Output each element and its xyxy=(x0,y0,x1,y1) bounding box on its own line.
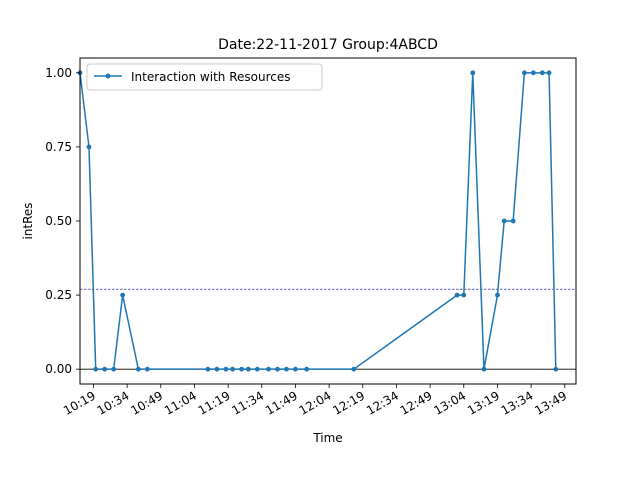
data-point xyxy=(223,366,229,372)
data-point xyxy=(521,70,527,76)
y-axis-label: intRes xyxy=(21,202,35,239)
data-point xyxy=(454,292,460,298)
legend-label: Interaction with Resources xyxy=(131,70,290,84)
data-point xyxy=(230,366,236,372)
y-tick-label: 0.50 xyxy=(45,214,72,228)
data-point xyxy=(553,366,559,372)
data-point xyxy=(546,70,552,76)
data-point xyxy=(351,366,357,372)
data-point xyxy=(102,366,108,372)
chart-title: Date:22-11-2017 Group:4ABCD xyxy=(218,37,438,53)
data-point xyxy=(239,366,244,372)
data-point xyxy=(293,366,298,372)
data-point xyxy=(539,70,545,76)
legend-box xyxy=(86,63,323,91)
data-point xyxy=(284,366,289,372)
data-point xyxy=(530,70,536,76)
y-tick-label: 0.00 xyxy=(45,362,72,376)
data-point xyxy=(304,366,310,372)
x-axis-label: Time xyxy=(312,431,342,445)
data-point xyxy=(495,292,500,298)
data-point xyxy=(111,366,117,372)
y-tick-label: 1.00 xyxy=(45,66,72,80)
data-point xyxy=(254,366,260,372)
data-point xyxy=(135,366,141,372)
data-point xyxy=(461,292,467,298)
data-point xyxy=(245,366,251,372)
data-point xyxy=(275,366,280,372)
legend: Interaction with Resources xyxy=(86,63,323,91)
data-point xyxy=(510,218,516,224)
data-point xyxy=(266,366,271,372)
legend-point-marker xyxy=(105,73,111,79)
data-point xyxy=(93,366,99,372)
data-point xyxy=(144,366,150,372)
y-tick-label: 0.75 xyxy=(45,140,72,154)
data-point xyxy=(470,70,476,76)
data-point xyxy=(120,292,126,298)
data-point xyxy=(205,366,211,372)
data-point xyxy=(86,144,92,150)
data-point xyxy=(214,366,220,372)
data-point xyxy=(501,218,507,224)
data-point xyxy=(481,366,487,372)
y-tick-label: 0.25 xyxy=(45,288,72,302)
